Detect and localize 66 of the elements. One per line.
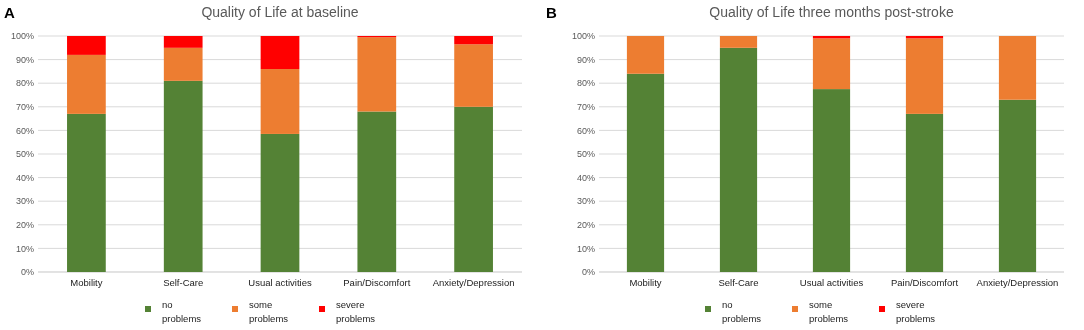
x-tick-label: Pain/Discomfort (890, 277, 959, 288)
y-tick-label: 100% (571, 31, 595, 42)
y-tick-label: 70% (15, 101, 34, 112)
bar (163, 36, 203, 48)
text: A (4, 4, 15, 21)
y-tick-label: 90% (576, 54, 595, 65)
bar (67, 36, 106, 55)
x-tick-label: Mobility (70, 277, 103, 288)
bar (260, 133, 300, 272)
y-tick-label: 0% (581, 267, 595, 278)
bar (163, 47, 203, 81)
bar (626, 36, 665, 74)
y-tick-label: 50% (576, 149, 595, 160)
bar (260, 69, 300, 134)
y-tick-label: 10% (576, 243, 595, 254)
y-tick-label: 30% (15, 196, 34, 207)
x-tick-label: Anxiety/Depression (976, 277, 1059, 288)
y-tick-label: 60% (576, 125, 595, 136)
x-tick-label: Self-Care (718, 277, 759, 288)
bar (998, 99, 1037, 272)
x-tick-label: Anxiety/Depression (432, 277, 515, 288)
bar (67, 113, 106, 272)
bar (260, 36, 300, 70)
chart-title: Quality of Life three months post-stroke (709, 4, 954, 20)
bar (454, 44, 493, 107)
y-tick-label: 20% (576, 219, 595, 230)
y-tick-label: 100% (10, 31, 34, 42)
legend-label: some problems (249, 299, 289, 324)
bar (905, 113, 944, 272)
bar (454, 36, 493, 45)
bar (812, 89, 851, 272)
x-tick-label: Usual activities (799, 277, 864, 288)
bar (905, 38, 944, 114)
bar (454, 106, 493, 272)
y-tick-label: 30% (576, 196, 595, 207)
bar (998, 36, 1037, 100)
bar (719, 47, 758, 272)
y-tick-label: 60% (15, 125, 34, 136)
bar (719, 36, 758, 48)
text: B (546, 4, 557, 21)
x-tick-label: Usual activities (248, 277, 312, 288)
y-tick-label: 80% (15, 78, 34, 89)
bar (812, 38, 851, 90)
legend-label: no problems (162, 299, 202, 324)
legend-label: no problems (722, 299, 762, 324)
chart-title: Quality of Life at baseline (201, 4, 359, 20)
y-tick-label: 50% (15, 149, 34, 160)
legend-label: severe problems (896, 299, 936, 324)
y-tick-label: 40% (15, 172, 34, 183)
x-tick-label: Mobility (629, 277, 662, 288)
y-tick-label: 0% (20, 267, 34, 278)
x-tick-label: Pain/Discomfort (343, 277, 411, 288)
bar (357, 37, 397, 112)
x-tick-label: Self-Care (163, 277, 204, 288)
bar (357, 111, 397, 272)
bar (163, 80, 203, 272)
bar (626, 73, 665, 272)
y-tick-label: 40% (576, 172, 595, 183)
y-tick-label: 10% (15, 243, 34, 254)
y-tick-label: 20% (15, 219, 34, 230)
legend-label: some problems (809, 299, 849, 324)
y-tick-label: 80% (576, 78, 595, 89)
bar (67, 54, 106, 114)
y-tick-label: 70% (576, 101, 595, 112)
y-tick-label: 90% (15, 54, 34, 65)
legend-label: severe problems (336, 299, 376, 324)
